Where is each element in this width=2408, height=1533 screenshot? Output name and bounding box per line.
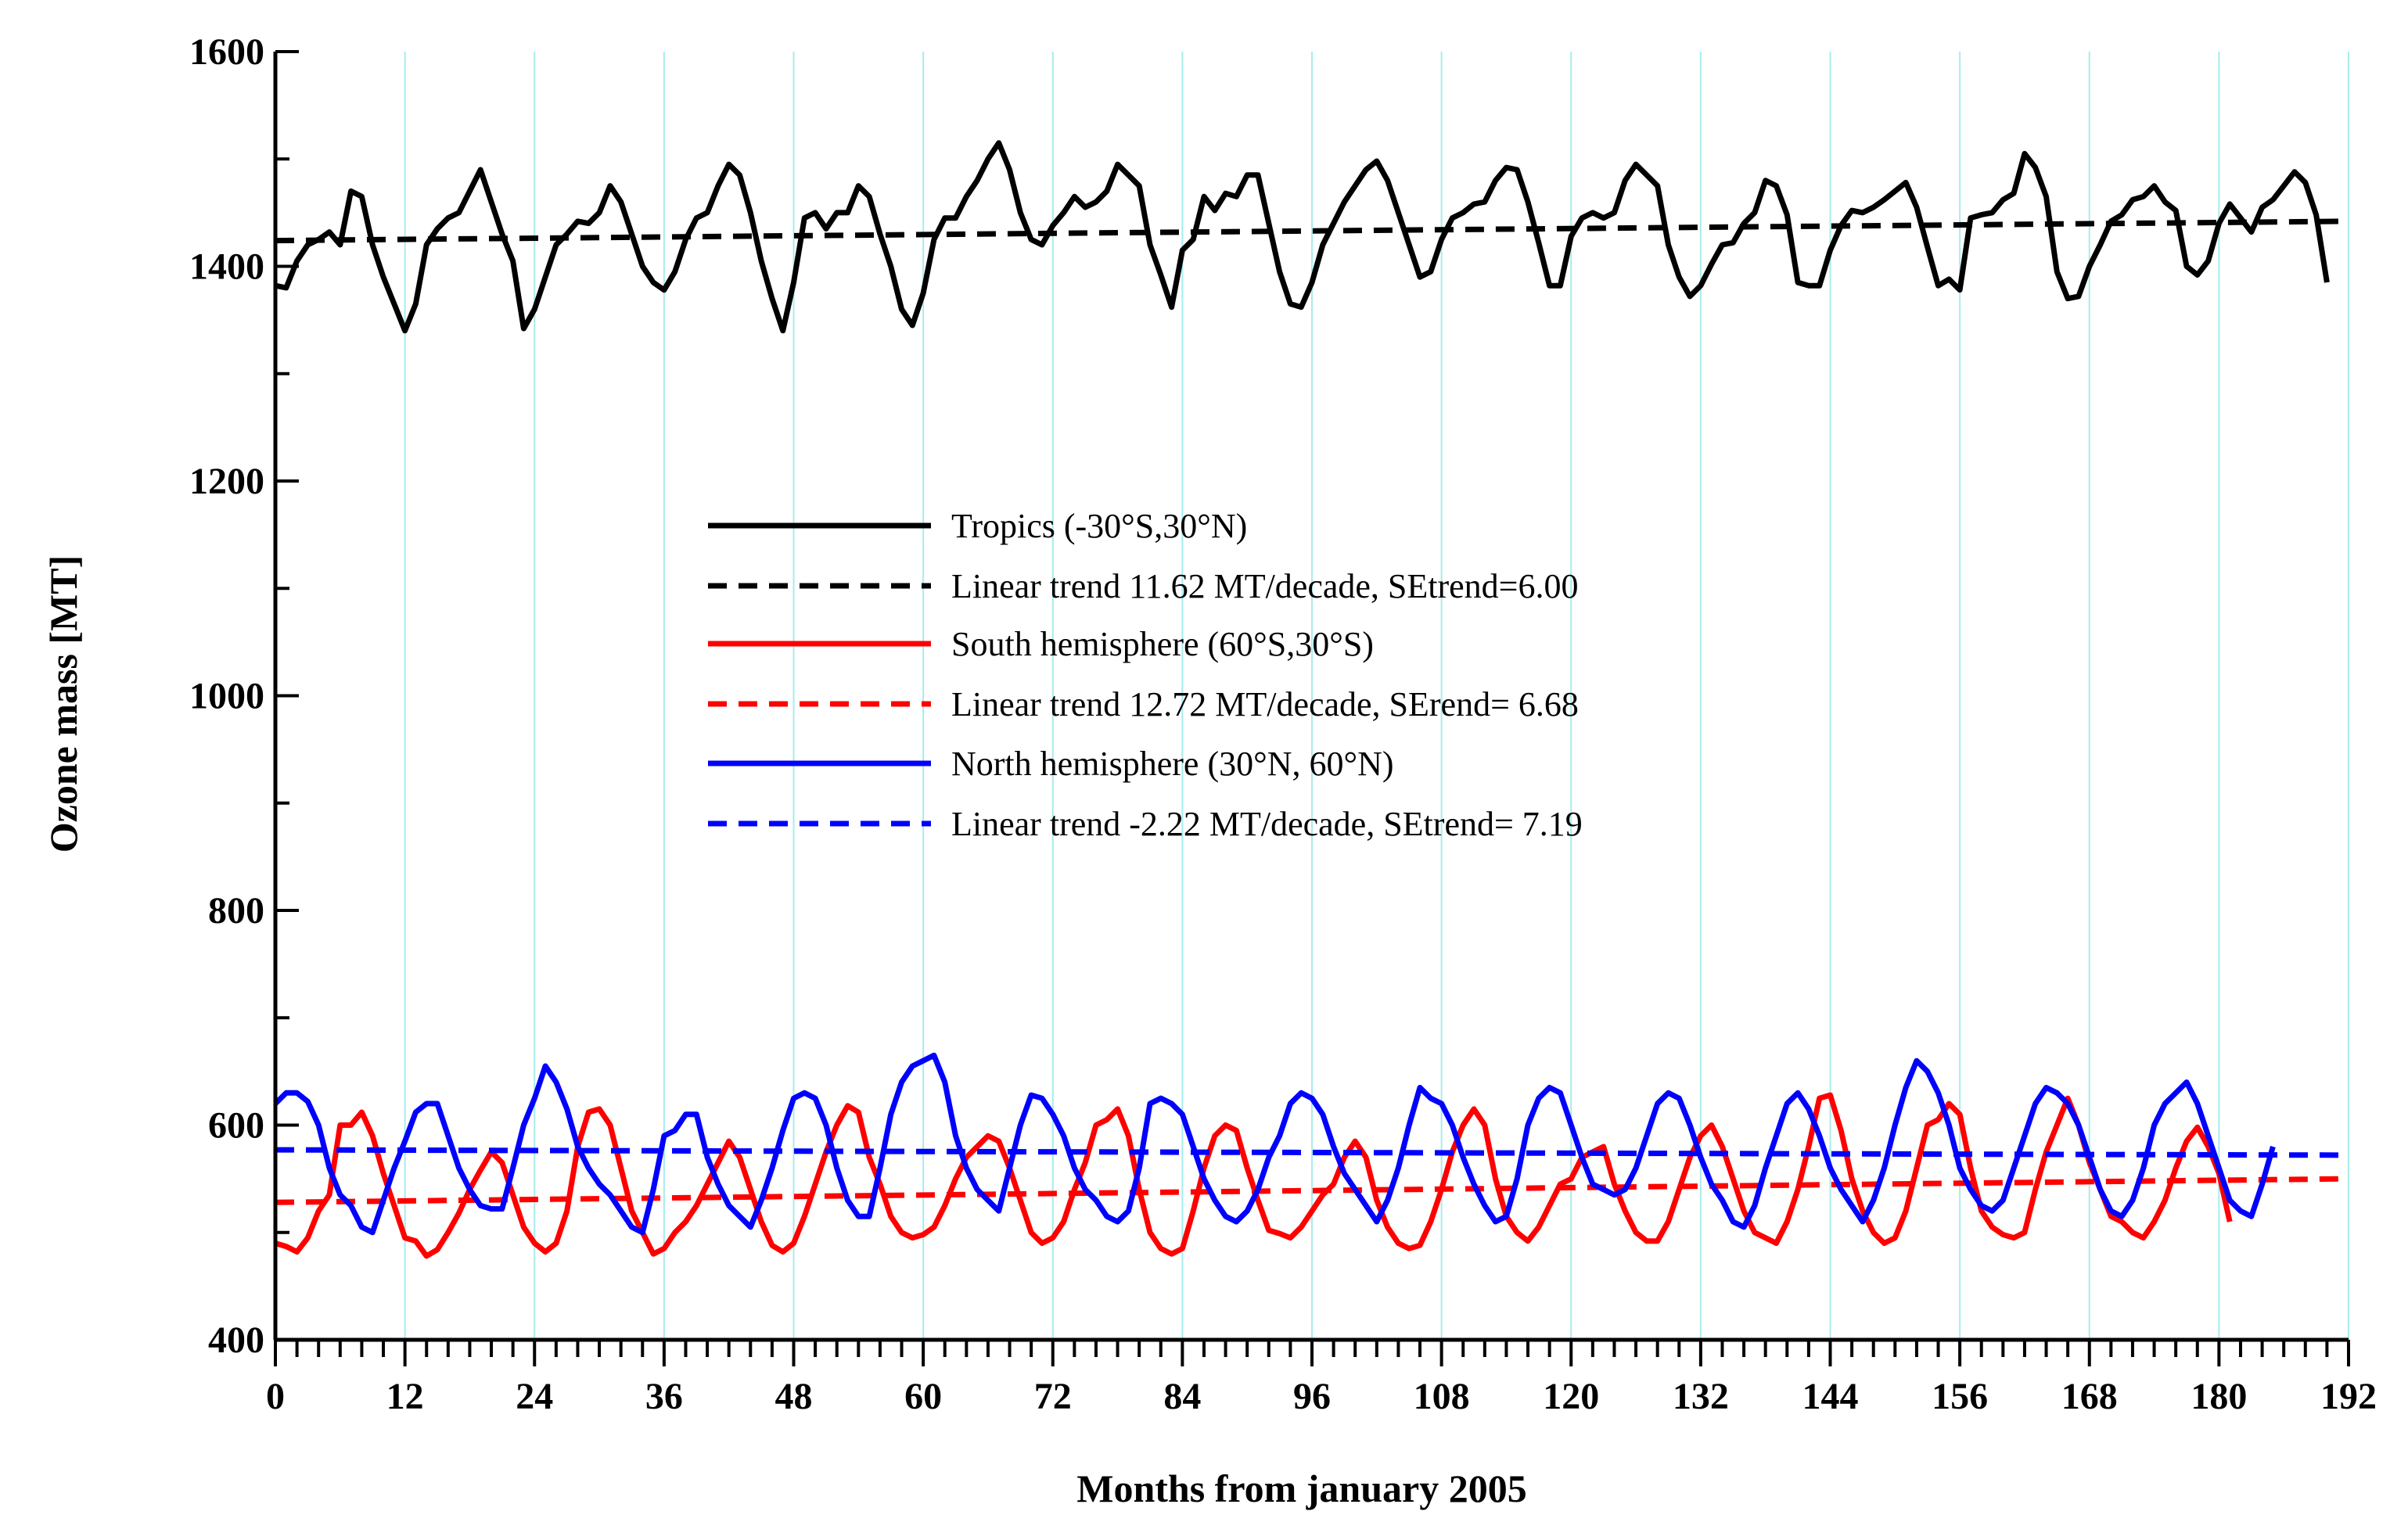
x-tick-label-12: 12 [386, 1376, 424, 1417]
y-tick-label-1200: 1200 [189, 461, 264, 502]
y-tick-label-1400: 1400 [189, 246, 264, 288]
series-line-1 [275, 218, 2349, 244]
x-tick-label-156: 156 [1932, 1376, 1988, 1417]
series-line-5 [275, 1147, 2349, 1158]
legend-label-tropics: Tropics (-30°S,30°N) [951, 507, 1247, 545]
x-tick-label-84: 84 [1163, 1376, 1201, 1417]
y-axis-title: Ozone mass [MT] [41, 555, 85, 853]
x-tick-label-108: 108 [1414, 1376, 1470, 1417]
x-tick-label-144: 144 [1802, 1376, 1859, 1417]
legend: Tropics (-30°S,30°N) Linear trend 11.62 … [708, 507, 1583, 843]
x-tick-label-72: 72 [1034, 1376, 1072, 1417]
series-line-4 [273, 1052, 2276, 1236]
axes [273, 50, 2350, 1366]
series-line-2 [275, 1092, 2233, 1259]
tick-labels: 400 600 800 1000 1200 1400 1600 0 12 24 36 48 60 72 84… [189, 31, 2377, 1417]
legend-label-north-trend: Linear trend -2.22 MT/decade, SEtrend= 7… [951, 805, 1583, 843]
x-tick-label-180: 180 [2191, 1376, 2247, 1417]
legend-label-north: North hemisphere (30°N, 60°N) [951, 745, 1394, 783]
x-tick-label-192: 192 [2320, 1376, 2377, 1417]
series-layer [273, 140, 2349, 1259]
y-tick-label-400: 400 [208, 1319, 264, 1361]
x-tick-label-48: 48 [775, 1376, 813, 1417]
legend-label-south: South hemisphere (60°S,30°S) [951, 625, 1374, 663]
x-tick-label-120: 120 [1543, 1376, 1599, 1417]
y-tick-label-600: 600 [208, 1105, 264, 1147]
x-axis-title: Months from january 2005 [1076, 1467, 1526, 1510]
x-tick-label-168: 168 [2061, 1376, 2118, 1417]
legend-label-south-trend: Linear trend 12.72 MT/decade, SErend= 6.… [951, 685, 1579, 723]
y-tick-label-800: 800 [208, 890, 264, 932]
series-line-3 [275, 1176, 2349, 1205]
x-tick-label-96: 96 [1293, 1376, 1331, 1417]
series-line-0 [275, 140, 2330, 334]
x-tick-label-60: 60 [904, 1376, 942, 1417]
x-tick-label-36: 36 [645, 1376, 683, 1417]
y-tick-label-1600: 1600 [189, 31, 264, 73]
x-tick-label-132: 132 [1673, 1376, 1729, 1417]
x-tick-label-0: 0 [266, 1376, 285, 1417]
legend-label-tropics-trend: Linear trend 11.62 MT/decade, SEtrend=6.… [951, 567, 1579, 605]
y-tick-label-1000: 1000 [189, 676, 264, 717]
x-tick-label-24: 24 [516, 1376, 553, 1417]
